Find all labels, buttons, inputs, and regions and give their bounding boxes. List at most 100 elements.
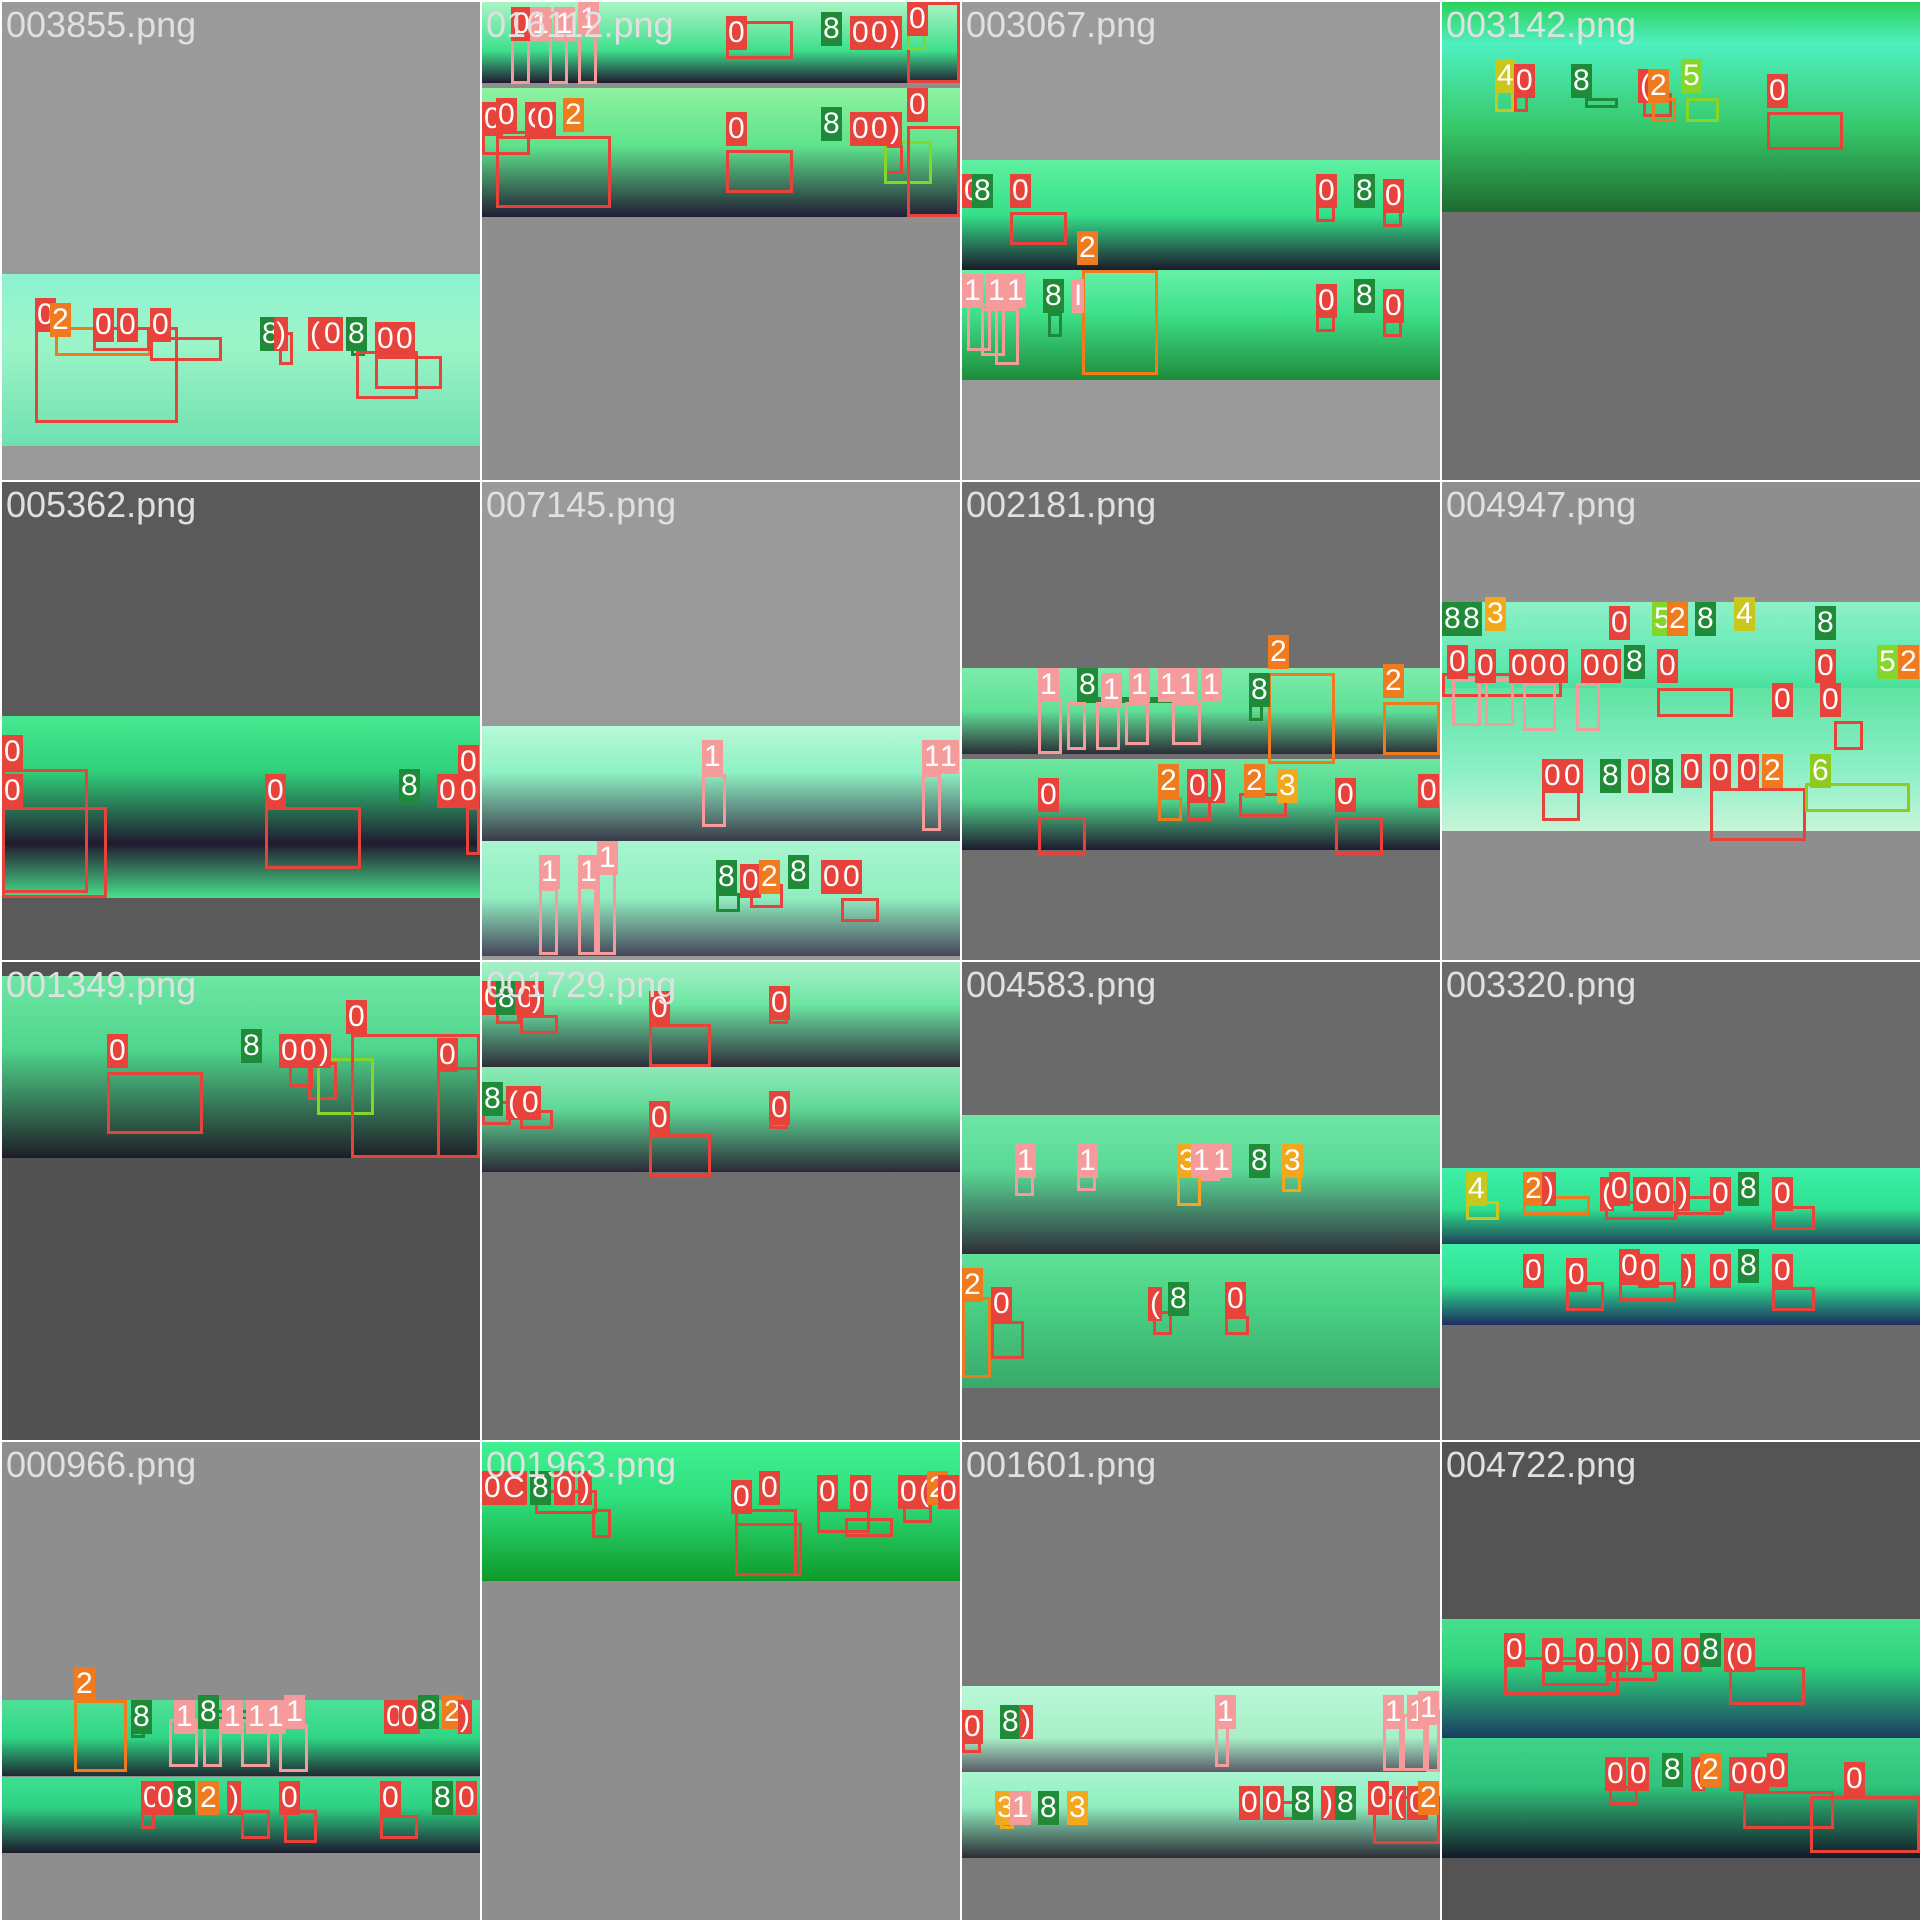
class-label-tag: 8 [1815,606,1836,640]
class-label-tag: 8 [1168,1282,1189,1316]
class-label-tag: 0 [1547,649,1568,683]
tile-filename: 016112.png [486,4,674,45]
class-label-tag: 0 [907,2,928,36]
class-label-tag: 0 [1710,754,1731,788]
class-label-tag: 0 [740,864,761,898]
tile-filename: 002181.png [966,484,1157,525]
class-label-tag: 8 [1249,673,1270,707]
class-label-tag: 1 [1191,1144,1212,1178]
class-label-tag: 0 [726,112,747,146]
class-label-tag: 0 [841,860,862,894]
bounding-box [2,807,107,898]
class-label-tag: 0 [2,774,23,808]
bounding-box [991,1321,1024,1359]
class-label-tag: 2 [563,98,584,132]
bounding-box [649,1134,711,1177]
mosaic-tile: 0 2 0 0 0 8)(0 8 0 0 003855.png [2,2,480,480]
class-label-tag: 8 [716,860,737,894]
class-label-tag: 0 [1605,1638,1626,1672]
class-label-tag: 0 [1815,649,1836,683]
class-label-tag: 0 [726,16,747,50]
class-label-tag: 1 [246,1700,267,1734]
class-label-tag: 4 [1495,59,1516,93]
class-label-tag: 1 [530,7,551,41]
bounding-box [1096,702,1120,750]
class-label-tag: 0 [437,1038,458,1072]
class-label-tag: 0 [456,1781,477,1815]
class-label-tag: 8 [1354,174,1375,208]
tile-filename: 001729.png [486,964,677,1005]
class-label-tag: 8 [1738,1172,1759,1206]
class-label-tag: 0 [150,308,171,342]
class-label-tag: ( [506,1086,520,1120]
class-label-tag: 0 [1566,1258,1587,1292]
class-label-tag: 8 [1700,1633,1721,1667]
class-label-tag: 0 [155,1781,176,1815]
class-label-tag: 0 [821,860,842,894]
tile-filename: 003320.png [1446,964,1637,1005]
tile-filename: 001601.png [966,1444,1157,1485]
bounding-box [597,864,616,955]
bounding-box [375,356,442,389]
class-label-tag: 2 [442,1695,463,1729]
class-label-tag: 0 [1619,1249,1640,1283]
bounding-box [520,1015,558,1034]
class-label-tag: 2 [74,1667,95,1701]
class-label-tag: 0 [1509,649,1530,683]
class-label-tag: 8 [1292,1786,1313,1820]
class-label-tag: 0 [991,1287,1012,1321]
class-label-tag: 8 [346,317,367,351]
bounding-box [735,1523,802,1576]
class-label-tag: ) [888,112,902,146]
class-label-tag: 0 [1418,774,1439,808]
class-label-tag: 1 [539,855,560,889]
class-label-tag: 0 [1844,1762,1865,1796]
class-label-tag: 0 [322,317,343,351]
class-label-tag: 0 [1239,1786,1260,1820]
class-label-tag: 8 [1600,759,1621,793]
class-label-tag: 0 [1628,759,1649,793]
class-label-tag: 8 [1695,602,1716,636]
class-label-tag: 1 [284,1695,305,1729]
class-label-tag: 0 [1767,1753,1788,1787]
class-label-tag: 0 [482,1471,503,1505]
bounding-box [1335,817,1383,855]
class-label-tag: 1 [922,740,943,774]
class-label-tag: 8 [1624,645,1645,679]
class-label-tag: 0 [117,308,138,342]
bounding-box [380,1815,418,1839]
class-label-tag: 2 [1244,764,1265,798]
class-label-tag: 0 [511,7,532,41]
class-label-tag: 8 [1461,602,1482,636]
class-label-tag: 1 [1383,1695,1404,1729]
class-label-tag: 5 [1681,59,1702,93]
mosaic-tile: 1 1 3 1 1 8 3 2 0(8 0 004583.png [962,962,1440,1440]
class-label-tag: 0 [535,102,556,136]
class-label-tag: 3 [1485,597,1506,631]
class-label-tag: ) [317,1034,331,1068]
bounding-box [1153,1311,1172,1335]
class-label-tag: ) [274,317,288,351]
class-label-tag: 8 [399,769,420,803]
class-label-tag: 2 [1667,602,1688,636]
class-label-tag: 8 [131,1700,152,1734]
mosaic-tile: 4 0 8(2 5 0 003142.png [1442,2,1920,480]
class-label-tag: 0 [817,1475,838,1509]
bounding-box [1485,678,1514,726]
bounding-box [702,774,726,827]
class-label-tag: 0 [1772,683,1793,717]
bounding-box [107,1072,203,1134]
class-label-tag: 5 [1877,645,1898,679]
class-label-tag: 0 [1609,606,1630,640]
bounding-box [1225,1316,1249,1335]
bounding-box [1048,313,1062,337]
class-label-tag: 2 [1383,664,1404,698]
tile-filename: 003142.png [1446,4,1637,45]
class-label-tag: 1 [174,1700,195,1734]
class-label-tag: 1 [1010,1791,1031,1825]
class-label-tag: 0 [1010,174,1031,208]
bounding-box [649,1024,711,1067]
class-label-tag: ) [888,16,902,50]
